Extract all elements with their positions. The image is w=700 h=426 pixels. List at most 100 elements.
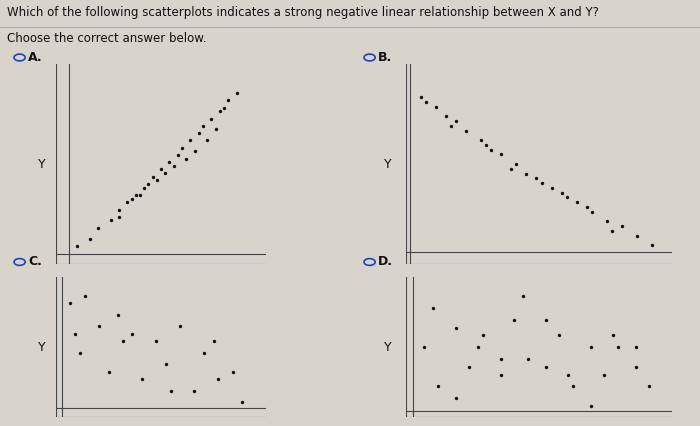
Point [473, 344, 484, 351]
Point [143, 181, 154, 187]
Point [160, 361, 172, 368]
Point [481, 141, 492, 148]
Point [64, 300, 76, 307]
Point [93, 323, 104, 330]
Point [172, 152, 183, 158]
Text: Y: Y [38, 158, 45, 170]
Point [218, 104, 230, 111]
Point [521, 170, 532, 177]
Point [79, 293, 90, 299]
Point [206, 115, 217, 122]
Text: Y: Y [384, 341, 391, 354]
Point [522, 355, 533, 362]
Text: Y: Y [38, 341, 45, 354]
Point [486, 146, 497, 153]
Point [197, 122, 209, 129]
Point [147, 173, 158, 180]
Point [185, 137, 196, 144]
Text: Y: Y [384, 158, 391, 170]
Text: B.: B. [378, 51, 392, 64]
Point [164, 159, 175, 166]
Point [92, 225, 104, 231]
Text: C.: C. [28, 256, 42, 268]
Text: X: X [157, 425, 165, 426]
Point [567, 383, 578, 390]
Point [646, 242, 657, 248]
Point [495, 355, 506, 362]
Point [117, 338, 128, 345]
Point [630, 344, 641, 351]
Point [616, 222, 627, 229]
Point [631, 232, 643, 239]
Point [210, 126, 221, 133]
Point [495, 371, 506, 378]
Point [208, 338, 219, 345]
Point [430, 104, 442, 110]
Point [476, 137, 487, 144]
Point [421, 99, 432, 106]
Text: Which of the following scatterplots indicates a strong negative linear relations: Which of the following scatterplots indi… [7, 6, 599, 20]
Point [69, 331, 80, 337]
Point [496, 151, 507, 158]
Point [113, 311, 124, 318]
Point [463, 363, 475, 370]
Point [506, 165, 517, 172]
Point [227, 368, 238, 375]
Point [563, 371, 574, 378]
Point [440, 113, 452, 120]
Point [585, 344, 596, 351]
Text: Choose the correct answer below.: Choose the correct answer below. [7, 32, 206, 45]
Point [214, 108, 225, 115]
Point [536, 180, 547, 187]
Point [612, 344, 624, 351]
Point [155, 166, 167, 173]
Point [134, 192, 146, 199]
Point [113, 206, 125, 213]
Point [511, 161, 522, 167]
Text: X: X [157, 278, 165, 291]
Point [509, 317, 520, 323]
Point [608, 332, 619, 339]
Point [198, 349, 209, 356]
Point [202, 137, 213, 144]
Point [461, 127, 472, 134]
Point [561, 194, 572, 201]
Point [174, 323, 186, 330]
Point [127, 331, 138, 337]
Text: X: X [601, 278, 610, 291]
Point [176, 144, 188, 151]
Point [165, 388, 176, 394]
Point [586, 208, 597, 215]
Point [223, 97, 234, 104]
Point [193, 130, 204, 136]
Point [105, 217, 116, 224]
Point [571, 199, 582, 206]
Point [451, 118, 462, 124]
Point [540, 363, 552, 370]
Point [432, 383, 443, 390]
Point [189, 388, 200, 394]
Point [630, 363, 641, 370]
Point [531, 175, 542, 182]
Point [450, 324, 461, 331]
Point [581, 204, 592, 210]
Point [71, 242, 83, 249]
Point [189, 148, 200, 155]
Point [540, 317, 552, 323]
Point [231, 89, 242, 96]
Point [554, 332, 565, 339]
Point [213, 376, 224, 383]
Point [517, 293, 528, 300]
Point [122, 199, 133, 206]
Point [477, 332, 488, 339]
Point [419, 344, 430, 351]
Point [181, 155, 192, 162]
Point [546, 184, 557, 191]
Point [428, 305, 439, 311]
Point [74, 349, 85, 356]
Point [237, 399, 248, 406]
Point [126, 195, 137, 202]
Point [168, 162, 179, 169]
Point [139, 184, 150, 191]
Point [556, 189, 567, 196]
